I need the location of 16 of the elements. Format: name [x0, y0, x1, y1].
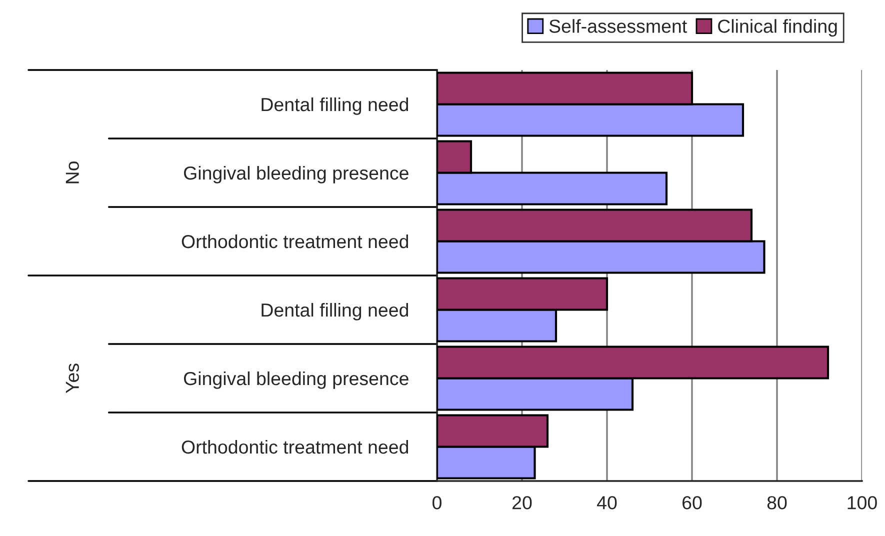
legend-label: Clinical finding — [718, 19, 837, 37]
y-tick-label: Gingival bleeding presence — [184, 371, 408, 389]
text: No — [66, 162, 79, 184]
text: Yes — [66, 364, 79, 394]
x-tick-label: 80 — [767, 496, 787, 510]
x-tick-label: 40 — [597, 496, 617, 510]
y-tick-label: Orthodontic treatment need — [182, 234, 408, 248]
y-tick-label: Dental filling need — [262, 97, 408, 115]
x-tick-label: 0 — [432, 496, 442, 510]
y-tick-label: Gingival bleeding presence — [184, 166, 408, 184]
x-tick-label: 60 — [682, 496, 702, 510]
y-tick-label: Dental filling need — [262, 302, 408, 320]
y-tick-label: Orthodontic treatment need — [182, 440, 408, 454]
legend-label: Self-assessment — [549, 19, 687, 33]
x-tick-label: 20 — [512, 496, 532, 510]
x-tick-label: 100 — [848, 496, 877, 510]
